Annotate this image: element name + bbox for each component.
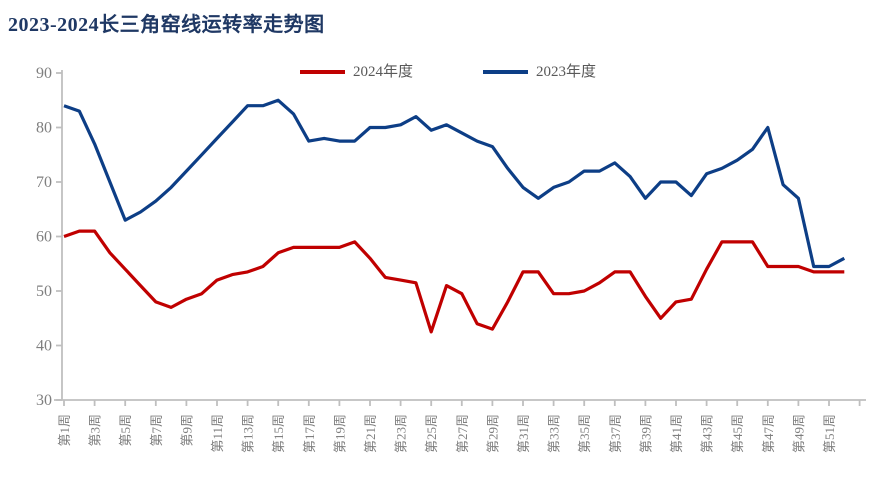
x-axis-tick-label: 第13周 [241, 414, 256, 453]
x-axis-tick-label: 第11周 [210, 414, 225, 453]
x-axis-tick-label: 第41周 [669, 414, 684, 453]
legend-line-swatch-2023 [483, 70, 529, 74]
y-axis-tick-label: 50 [36, 283, 52, 300]
y-axis-tick-label: 90 [36, 65, 52, 82]
x-axis-tick-label: 第51周 [822, 414, 837, 453]
x-axis-tick-label: 第17周 [302, 414, 317, 453]
chart-title: 2023-2024长三角窑线运转率走势图 [8, 14, 325, 36]
x-axis-tick-label: 第29周 [485, 414, 500, 453]
x-axis-tick-label: 第25周 [424, 414, 439, 453]
x-axis-tick-label: 第37周 [608, 414, 623, 453]
legend-item-2024: 2024年度 [300, 62, 413, 82]
legend-label-2023: 2023年度 [536, 64, 597, 80]
x-axis-tick-label: 第31周 [516, 414, 531, 453]
y-axis-tick-label: 70 [36, 174, 52, 191]
x-axis-tick-label: 第39周 [638, 414, 653, 453]
legend-label-2024: 2024年度 [353, 64, 414, 80]
y-axis-tick-label: 80 [36, 120, 52, 137]
x-axis-tick-label: 第1周 [57, 414, 72, 447]
legend-line-swatch-2024 [300, 70, 345, 74]
x-axis-tick-label: 第33周 [547, 414, 562, 453]
series-line-2024 [63, 229, 845, 334]
x-axis-tick-label: 第21周 [363, 414, 378, 453]
x-axis-tick-label: 第47周 [761, 414, 776, 453]
x-axis-tick-label: 第3周 [88, 414, 103, 447]
x-axis-tick-label: 第23周 [394, 414, 409, 453]
legend: 2024年度 2023年度 [300, 62, 596, 82]
y-axis-tick-label: 60 [36, 229, 52, 246]
x-axis-tick-label: 第49周 [791, 414, 806, 453]
x-axis-tick-label: 第45周 [730, 414, 745, 453]
x-axis-tick-label: 第27周 [455, 414, 470, 453]
x-axis-tick-label: 第5周 [118, 414, 133, 447]
legend-item-2023: 2023年度 [483, 62, 596, 82]
x-axis-tick-label: 第7周 [149, 414, 164, 447]
y-axis-tick-label: 30 [36, 392, 52, 409]
x-axis-tick-label: 第9周 [179, 414, 194, 447]
series-line-2023 [63, 98, 846, 269]
x-axis-tick-label: 第15周 [271, 414, 286, 453]
x-axis-tick-label: 第35周 [577, 414, 592, 453]
x-axis-tick-label: 第43周 [700, 414, 715, 453]
y-axis-tick-label: 40 [36, 338, 52, 355]
x-axis-tick-label: 第19周 [332, 414, 347, 453]
